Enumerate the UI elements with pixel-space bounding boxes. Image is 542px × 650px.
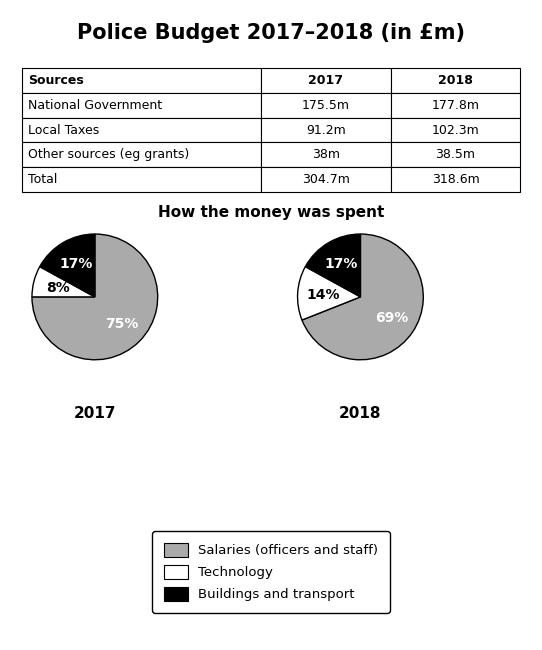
Wedge shape: [40, 234, 95, 297]
Wedge shape: [32, 234, 158, 360]
Wedge shape: [32, 266, 95, 297]
Text: 69%: 69%: [375, 311, 408, 325]
Text: Local Taxes: Local Taxes: [28, 124, 99, 136]
Text: Other sources (eg grants): Other sources (eg grants): [28, 148, 190, 161]
Text: 8%: 8%: [47, 281, 70, 294]
Text: How the money was spent: How the money was spent: [158, 205, 384, 220]
Text: 2018: 2018: [438, 74, 473, 87]
Wedge shape: [305, 234, 360, 297]
Text: Police Budget 2017–2018 (in £m): Police Budget 2017–2018 (in £m): [77, 23, 465, 43]
Text: 177.8m: 177.8m: [431, 99, 480, 112]
Text: 38.5m: 38.5m: [435, 148, 475, 161]
Text: 2017: 2017: [74, 406, 116, 421]
Legend: Salaries (officers and staff), Technology, Buildings and transport: Salaries (officers and staff), Technolog…: [152, 531, 390, 613]
Text: 102.3m: 102.3m: [431, 124, 479, 136]
Text: 75%: 75%: [105, 317, 138, 331]
Text: 38m: 38m: [312, 148, 340, 161]
Text: 2017: 2017: [308, 74, 343, 87]
Text: 318.6m: 318.6m: [431, 173, 479, 186]
Text: National Government: National Government: [28, 99, 162, 112]
Text: 175.5m: 175.5m: [302, 99, 350, 112]
Text: 14%: 14%: [306, 287, 339, 302]
Text: 91.2m: 91.2m: [306, 124, 346, 136]
Text: 17%: 17%: [325, 257, 358, 272]
Wedge shape: [298, 266, 360, 320]
Text: 17%: 17%: [59, 257, 92, 272]
Text: Total: Total: [28, 173, 57, 186]
Text: Sources: Sources: [28, 74, 84, 87]
Text: 304.7m: 304.7m: [302, 173, 350, 186]
Text: 2018: 2018: [339, 406, 382, 421]
Wedge shape: [302, 234, 423, 360]
